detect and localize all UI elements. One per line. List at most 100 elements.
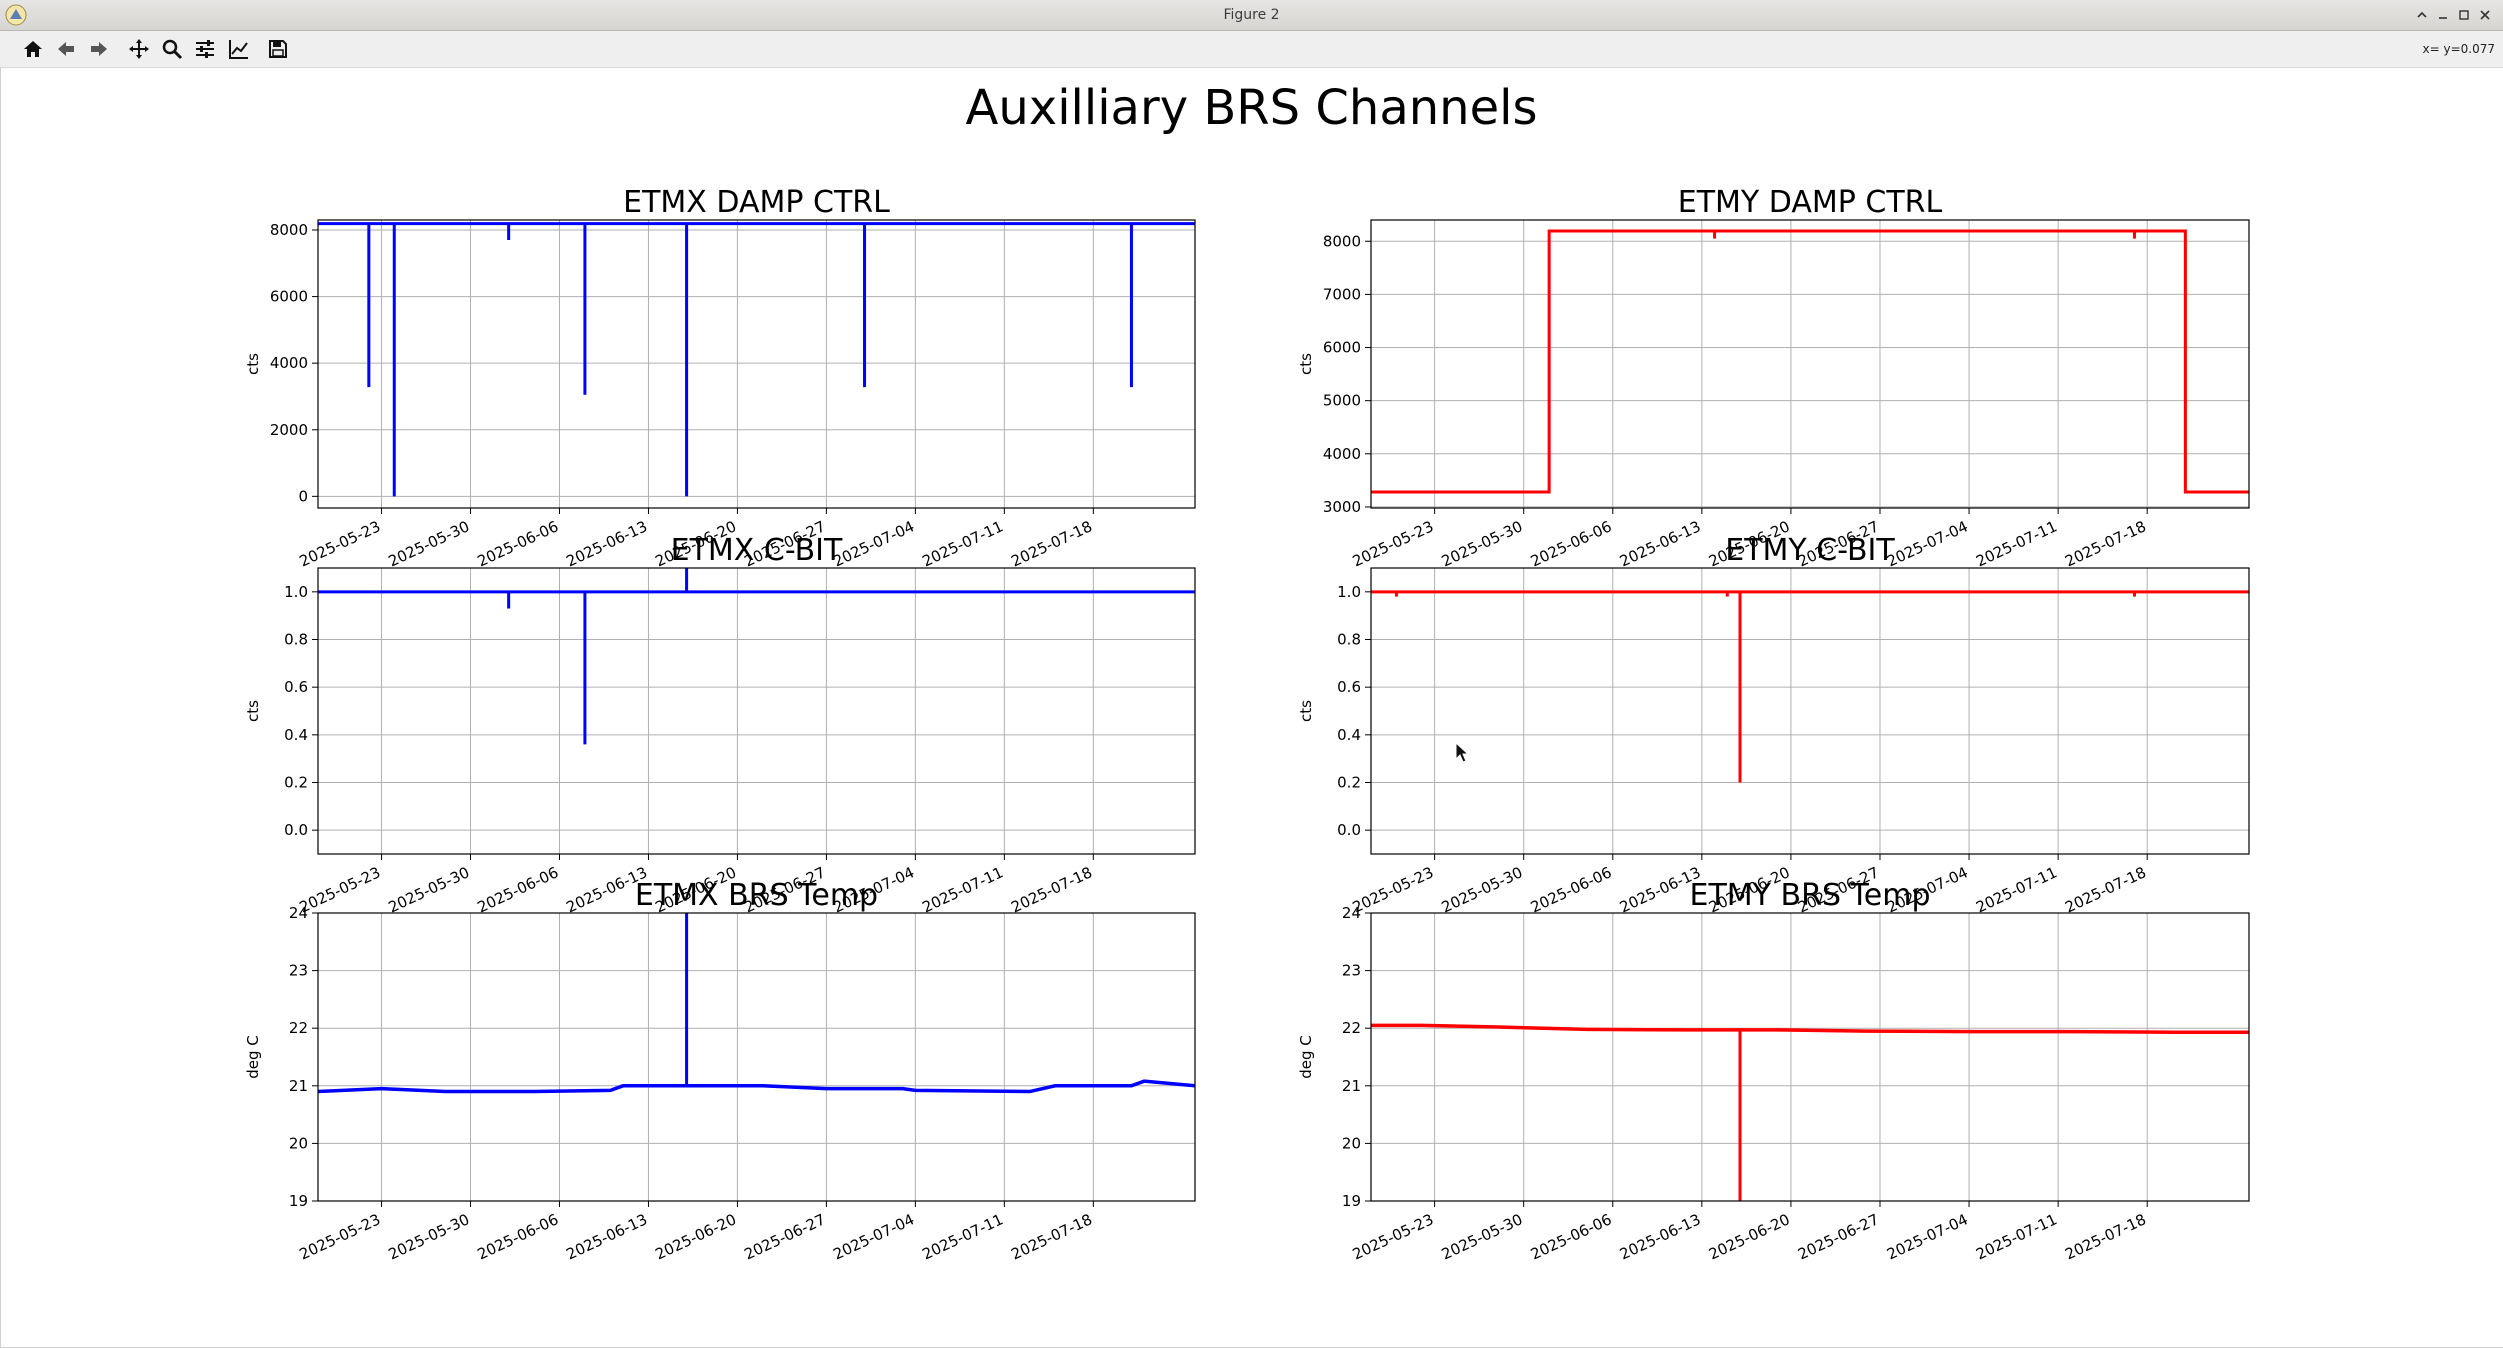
y-tick-label: 0: [298, 487, 308, 505]
subplot-title: ETMX BRS Temp: [635, 878, 878, 913]
zoom-icon[interactable]: [157, 34, 187, 64]
y-axis-label: deg C: [244, 1035, 262, 1079]
y-tick-label: 20: [289, 1134, 308, 1152]
x-tick-label: 2025-07-18: [2062, 517, 2149, 570]
x-tick-label: 2025-05-23: [297, 863, 384, 916]
x-tick-label: 2025-07-04: [830, 1210, 917, 1263]
x-tick-label: 2025-07-04: [1884, 517, 1971, 570]
y-tick-label: 20: [1342, 1134, 1361, 1152]
data-series: [1371, 590, 2249, 783]
x-tick-label: 2025-06-13: [1617, 517, 1704, 570]
x-tick-label: 2025-05-30: [386, 517, 473, 570]
x-tick-label: 2025-06-13: [564, 517, 651, 570]
x-tick-label: 2025-07-11: [919, 1210, 1006, 1263]
y-tick-label: 0.8: [1337, 631, 1361, 649]
pan-icon[interactable]: [124, 34, 154, 64]
y-tick-label: 0.0: [284, 821, 308, 839]
axes-frame: [317, 912, 1196, 1202]
x-tick-label: 2025-07-11: [919, 517, 1006, 570]
forward-icon[interactable]: [84, 34, 114, 64]
x-tick-label: 2025-06-06: [475, 517, 562, 570]
y-tick-label: 21: [289, 1077, 308, 1095]
x-tick-label: 2025-05-30: [386, 863, 473, 916]
back-icon[interactable]: [51, 34, 81, 64]
x-tick-label: 2025-05-23: [297, 517, 384, 570]
y-tick-label: 5000: [1323, 392, 1361, 410]
series-line: [1371, 1023, 2249, 1034]
x-tick-label: 2025-05-23: [297, 1210, 384, 1263]
coordinate-readout: x= y=0.077: [2422, 42, 2495, 56]
x-tick-label: 2025-06-20: [652, 1210, 739, 1263]
y-axis-label: cts: [1297, 700, 1315, 722]
x-tick-label: 2025-06-06: [475, 863, 562, 916]
y-tick-label: 0.4: [1337, 726, 1361, 744]
data-series: [318, 913, 1195, 1094]
x-tick-label: 2025-07-18: [1008, 517, 1095, 570]
axes-frame: [1370, 219, 2250, 509]
y-tick-label: 8000: [1323, 232, 1361, 250]
home-icon[interactable]: [18, 34, 48, 64]
x-tick-label: 2025-05-23: [1350, 517, 1437, 570]
close-icon[interactable]: [2474, 4, 2496, 26]
y-axis-label: cts: [1297, 353, 1315, 375]
minimize-icon[interactable]: [2432, 4, 2454, 26]
window-titlebar[interactable]: Figure 2: [0, 0, 2503, 31]
y-tick-label: 0.0: [1337, 821, 1361, 839]
x-tick-label: 2025-06-06: [1528, 517, 1615, 570]
series-line: [318, 1079, 1195, 1094]
x-tick-label: 2025-05-30: [1439, 517, 1526, 570]
series-line: [1371, 229, 2249, 494]
app-icon: [4, 3, 28, 27]
navigation-toolbar: x= y=0.077: [0, 31, 2503, 68]
x-tick-label: 2025-06-06: [1528, 863, 1615, 916]
y-axis-label: deg C: [1297, 1035, 1315, 1079]
x-tick-label: 2025-06-06: [475, 1210, 562, 1263]
x-tick-label: 2025-06-06: [1528, 1210, 1615, 1263]
maximize-icon[interactable]: [2453, 4, 2475, 26]
save-icon[interactable]: [263, 34, 293, 64]
y-tick-label: 6000: [1323, 339, 1361, 357]
subplot-title: ETMY C-BIT: [1725, 533, 1895, 568]
edit-axis-icon[interactable]: [224, 34, 254, 64]
figure-suptitle: Auxilliary BRS Channels: [965, 80, 1538, 136]
x-tick-label: 2025-07-04: [1884, 1210, 1971, 1263]
y-tick-label: 7000: [1323, 285, 1361, 303]
y-tick-label: 22: [1342, 1019, 1361, 1037]
y-tick-label: 4000: [1323, 445, 1361, 463]
x-tick-label: 2025-07-18: [2062, 863, 2149, 916]
data-series: [318, 222, 1195, 497]
configure-subplots-icon[interactable]: [190, 34, 220, 64]
x-tick-label: 2025-06-20: [1706, 1210, 1793, 1263]
y-tick-label: 24: [1342, 904, 1361, 922]
x-tick-label: 2025-05-30: [1439, 1210, 1526, 1263]
y-axis-label: cts: [244, 700, 262, 722]
x-tick-label: 2025-06-27: [741, 1210, 828, 1263]
x-tick-label: 2025-05-30: [1439, 863, 1526, 916]
y-tick-label: 0.6: [1337, 678, 1361, 696]
axes-frame: [317, 567, 1196, 855]
x-tick-label: 2025-07-11: [1973, 1210, 2060, 1263]
figure-canvas[interactable]: Auxilliary BRS Channels 0 2000 4000 6000 800…: [0, 68, 2503, 1348]
y-tick-label: 0.6: [284, 678, 308, 696]
y-tick-label: 1.0: [284, 583, 308, 601]
x-tick-label: 2025-07-18: [1008, 863, 1095, 916]
y-tick-label: 6000: [270, 288, 308, 306]
x-tick-label: 2025-07-18: [2062, 1210, 2149, 1263]
x-tick-label: 2025-05-23: [1350, 1210, 1437, 1263]
window-title: Figure 2: [1223, 7, 1280, 23]
y-tick-label: 21: [1342, 1077, 1361, 1095]
x-tick-label: 2025-07-11: [1973, 517, 2060, 570]
x-tick-label: 2025-07-18: [1008, 1210, 1095, 1263]
collapse-icon[interactable]: [2411, 4, 2433, 26]
data-series: [1371, 1023, 2249, 1201]
y-tick-label: 0.2: [284, 774, 308, 792]
y-tick-label: 1.0: [1337, 583, 1361, 601]
x-tick-label: 2025-07-11: [1973, 863, 2060, 916]
